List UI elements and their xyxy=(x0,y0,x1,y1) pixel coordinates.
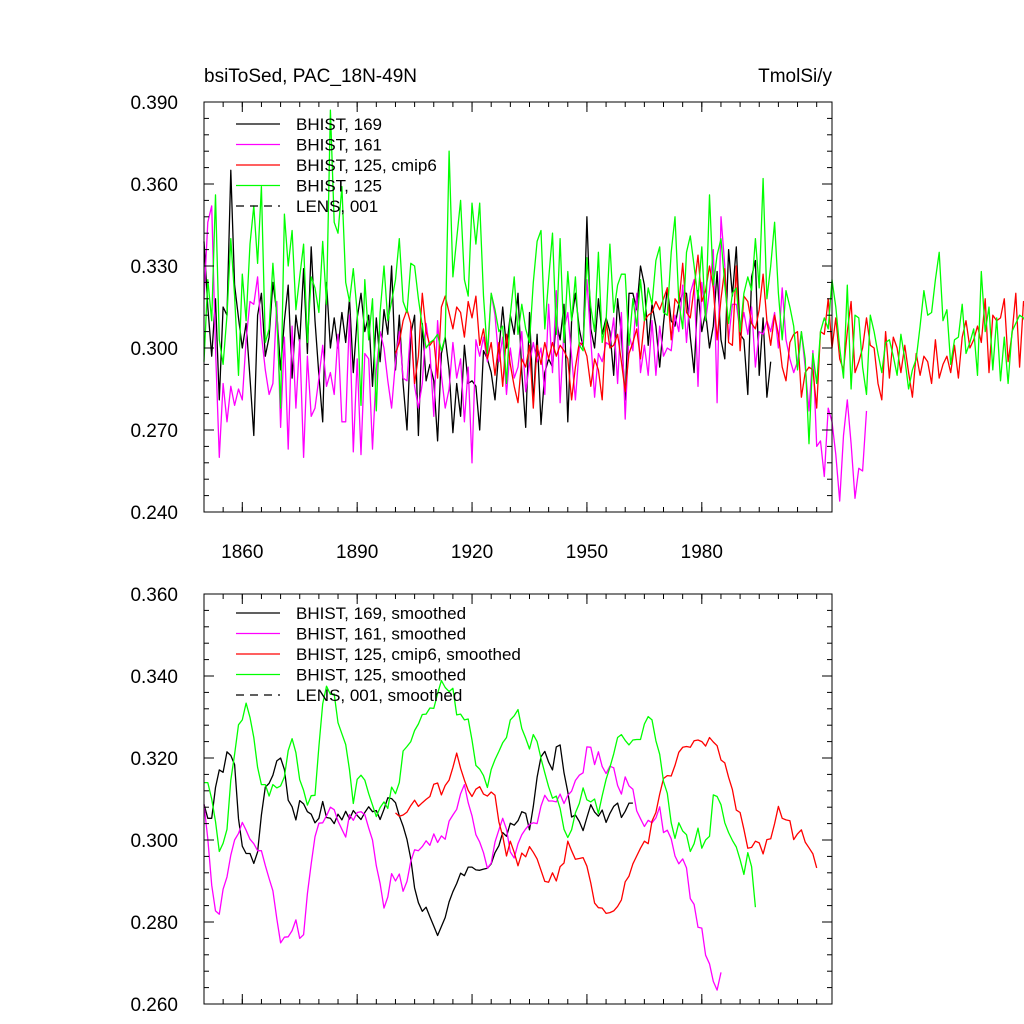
top-y-tick-label: 0.390 xyxy=(130,93,178,114)
bottom-series-group xyxy=(203,679,818,991)
top-x-tick-label: 1890 xyxy=(336,542,378,563)
top-x-tick-label: 1950 xyxy=(566,542,608,563)
bottom-legend-label-lens-001-smoothed: LENS, 001, smoothed xyxy=(296,686,462,705)
bottom-panel: 0.260 0.280 0.300 0.320 0.340 0.360 BHIST, 16… xyxy=(130,585,833,1016)
top-legend-label-bhist-161: BHIST, 161 xyxy=(296,136,382,155)
top-y-tick-label: 0.300 xyxy=(130,339,178,360)
top-panel: bsiToSed, PAC_18N-49N TmolSi/y 0.240 0.27… xyxy=(130,66,1024,563)
bottom-legend-label-bhist-125-cmip6-smoothed: BHIST, 125, cmip6, smoothed xyxy=(296,645,521,664)
top-legend-label-bhist-169: BHIST, 169 xyxy=(296,115,382,134)
top-ticks-group: 0.240 0.270 0.300 0.330 0.360 0.390 1860 1890 19… xyxy=(130,93,832,563)
bottom-legend-label-bhist-169-smoothed: BHIST, 169, smoothed xyxy=(296,604,466,623)
bottom-y-tick-label: 0.320 xyxy=(130,749,178,770)
top-series-bhist-125-cmip6 xyxy=(394,254,1024,409)
top-legend-label-bhist-125: BHIST, 125 xyxy=(296,177,382,196)
top-series-bhist-125 xyxy=(203,109,1024,445)
bottom-y-tick-label: 0.280 xyxy=(130,913,178,934)
bottom-y-tick-label: 0.360 xyxy=(130,585,178,606)
top-legend-label-bhist-125-cmip6: BHIST, 125, cmip6 xyxy=(296,156,437,175)
top-y-tick-label: 0.240 xyxy=(130,503,178,524)
top-x-tick-label: 1860 xyxy=(221,542,263,563)
top-title-right: TmolSi/y xyxy=(758,66,832,87)
top-plot-frame xyxy=(203,101,833,513)
bottom-ticks-group: 0.260 0.280 0.300 0.320 0.340 0.360 xyxy=(130,585,832,1016)
top-y-tick-label: 0.330 xyxy=(130,257,178,278)
top-y-tick-label: 0.360 xyxy=(130,175,178,196)
top-series-group xyxy=(203,109,1024,502)
bottom-y-tick-label: 0.300 xyxy=(130,831,178,852)
bottom-series-bhist-161-smoothed xyxy=(203,746,722,991)
bottom-legend-label-bhist-161-smoothed: BHIST, 161, smoothed xyxy=(296,625,466,644)
top-legend-label-lens-001: LENS, 001 xyxy=(296,197,378,216)
bottom-series-bhist-125-smoothed xyxy=(204,679,757,908)
bottom-y-tick-label: 0.260 xyxy=(130,995,178,1016)
top-title-left: bsiToSed, PAC_18N-49N xyxy=(204,66,417,87)
top-x-tick-label: 1980 xyxy=(681,542,723,563)
bottom-legend: BHIST, 169, smoothed BHIST, 161, smoothed… xyxy=(236,604,521,705)
bottom-legend-label-bhist-125-smoothed: BHIST, 125, smoothed xyxy=(296,666,466,685)
bottom-series-bhist-125-cmip6-smoothed xyxy=(395,736,818,915)
top-x-tick-label: 1920 xyxy=(451,542,493,563)
top-y-tick-label: 0.270 xyxy=(130,421,178,442)
bottom-plot-frame xyxy=(203,593,833,1005)
bottom-series-bhist-169-smoothed xyxy=(203,744,633,937)
top-series-bhist-161 xyxy=(203,205,868,502)
bottom-y-tick-label: 0.340 xyxy=(130,667,178,688)
